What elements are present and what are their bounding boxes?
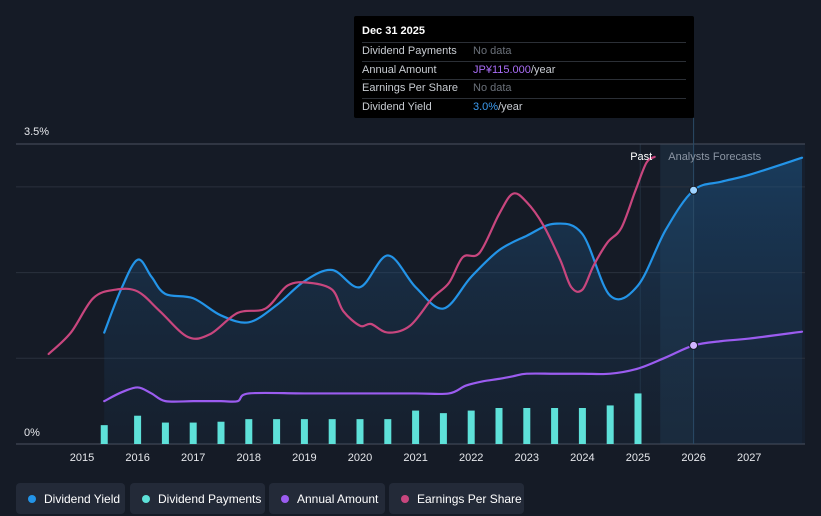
tooltip: Dec 31 2025 Dividend Payments No data An… <box>354 16 694 118</box>
dividend-payment-bar <box>273 419 281 444</box>
forecast-label: Analysts Forecasts <box>668 151 761 163</box>
annual-amount-line <box>103 330 804 403</box>
legend-dot <box>401 494 409 503</box>
legend-earnings-per-share[interactable]: Earnings Per Share <box>389 483 524 514</box>
tooltip-value: No data <box>473 45 512 57</box>
dividend-payment-bar <box>495 408 503 444</box>
dividend-payment-bar <box>412 410 420 444</box>
legend-dot <box>281 494 289 503</box>
tooltip-suffix: /year <box>498 100 523 113</box>
x-tick-label: 2019 <box>292 452 316 464</box>
dividend-payment-bar <box>217 421 225 444</box>
legend-dot <box>28 494 36 503</box>
dividend-payment-bar <box>384 419 392 444</box>
x-tick-label: 2020 <box>348 452 372 464</box>
dividend-payment-bar <box>245 419 253 444</box>
x-tick-label: 2016 <box>125 452 149 464</box>
tooltip-suffix: /year <box>530 63 556 76</box>
annual-amount-marker <box>689 340 699 350</box>
tooltip-row-earnings-per-share: Earnings Per Share No data <box>362 79 686 98</box>
legend-dividend-payments[interactable]: Dividend Payments <box>130 483 265 514</box>
x-tick-label: 2017 <box>181 452 205 464</box>
dividend-yield-area <box>104 157 803 444</box>
y-axis-bottom-label: 0% <box>24 427 40 439</box>
dividend-payment-bar <box>439 413 447 444</box>
tooltip-label: Dividend Yield <box>362 100 432 113</box>
dividend-payment-bar <box>134 415 142 444</box>
legend-dividend-yield[interactable]: Dividend Yield <box>16 483 125 514</box>
x-tick-label: 2022 <box>459 452 483 464</box>
tooltip-row-dividend-yield: Dividend Yield 3.0%/year <box>362 97 686 117</box>
x-tick-label: 2023 <box>515 452 539 464</box>
dividend-payment-bar <box>328 419 336 444</box>
dividend-payment-bar <box>300 419 308 444</box>
dividend-payment-bar <box>161 422 169 444</box>
dividend-payment-bar <box>634 393 642 444</box>
dividend-payment-bar <box>578 408 586 444</box>
tooltip-value: 3.0% <box>473 100 499 113</box>
legend-dot <box>142 494 150 503</box>
tooltip-row-dividend-payments: Dividend Payments No data <box>362 42 686 61</box>
x-tick-label: 2018 <box>237 452 261 464</box>
dividend-payment-bar <box>100 425 108 444</box>
dividend-payment-bar <box>606 405 614 444</box>
dividend-payment-bar <box>523 408 531 444</box>
tooltip-label: Earnings Per Share <box>362 82 458 94</box>
x-tick-label: 2026 <box>681 452 705 464</box>
x-tick-label: 2021 <box>403 452 427 464</box>
tooltip-label: Annual Amount <box>362 63 437 76</box>
tooltip-value: No data <box>473 82 512 94</box>
tooltip-value: JP¥115.000 <box>473 63 531 76</box>
legend-annual-amount[interactable]: Annual Amount <box>269 483 385 514</box>
dividend-payment-bar <box>551 408 559 444</box>
legend-label: Dividend Yield <box>44 491 121 506</box>
tooltip-row-annual-amount: Annual Amount JP¥115.000/year <box>362 60 686 80</box>
x-tick-label: 2027 <box>737 452 761 464</box>
x-tick-label: 2025 <box>626 452 650 464</box>
legend-label: Annual Amount <box>297 491 379 506</box>
past-label: Past <box>630 151 652 163</box>
dividend-yield-line <box>103 156 804 334</box>
dividend-payment-bar <box>467 410 475 444</box>
y-axis-top-label: 3.5% <box>24 126 49 138</box>
x-tick-label: 2015 <box>70 452 94 464</box>
tooltip-label: Dividend Payments <box>362 45 457 57</box>
tooltip-title: Dec 31 2025 <box>362 25 425 37</box>
legend-label: Earnings Per Share <box>417 491 522 506</box>
x-tick-label: 2024 <box>570 452 594 464</box>
dividend-yield-marker <box>689 185 699 195</box>
dividend-payment-bar <box>189 422 197 444</box>
dividend-payment-bar <box>356 419 364 444</box>
legend-label: Dividend Payments <box>158 491 262 506</box>
earnings-per-share-line <box>47 155 656 356</box>
